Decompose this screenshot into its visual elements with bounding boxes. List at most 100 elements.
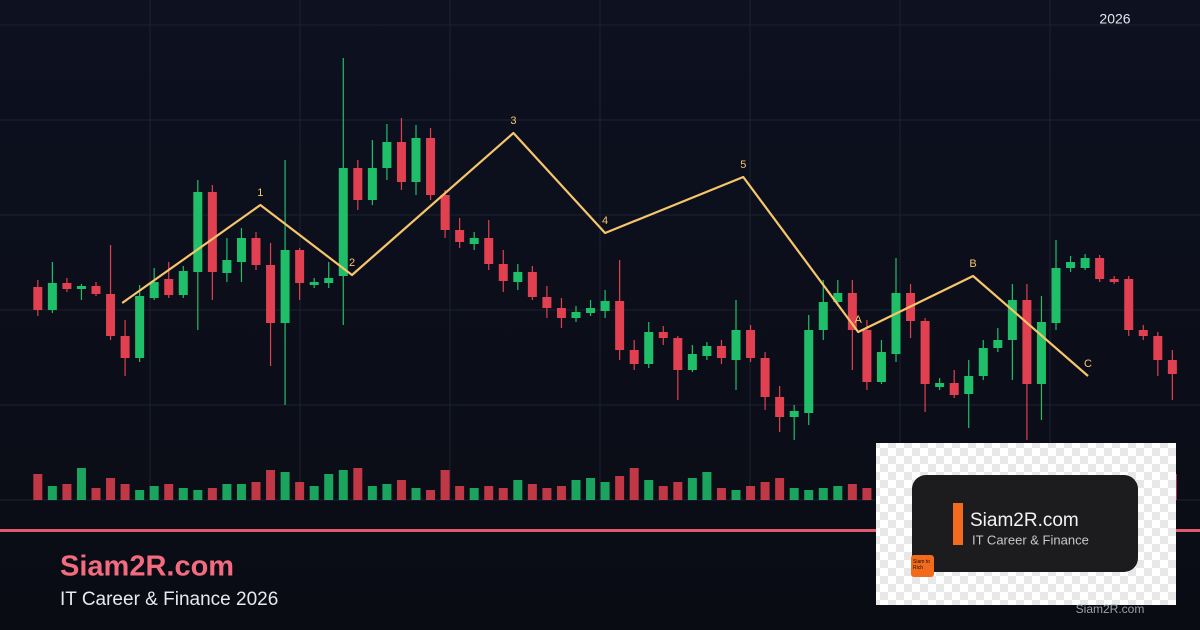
volume-bar xyxy=(469,488,479,500)
wave-label: B xyxy=(969,258,976,270)
candle-body xyxy=(1124,279,1134,330)
candle-body xyxy=(542,297,552,308)
wave-label: 5 xyxy=(740,159,746,171)
volume-bar xyxy=(193,490,203,500)
candle-body xyxy=(876,352,886,382)
candle-body xyxy=(251,238,261,265)
volume-bar xyxy=(266,470,276,500)
candle-body xyxy=(1095,258,1105,279)
candle-body xyxy=(789,411,799,417)
candle-body xyxy=(1080,258,1090,268)
candle-body xyxy=(964,376,974,394)
candle-body xyxy=(1138,330,1148,336)
candle-body xyxy=(556,308,566,318)
volume-bar xyxy=(498,488,508,500)
volume-bar xyxy=(716,488,726,500)
volume-bar xyxy=(76,468,86,500)
candle-body xyxy=(280,250,290,323)
candle-body xyxy=(833,293,843,302)
candle-body xyxy=(164,279,174,295)
candle-body xyxy=(818,302,828,330)
candle-body xyxy=(847,293,857,330)
volume-bar xyxy=(862,488,872,500)
logo-accent xyxy=(953,503,963,545)
candle-body xyxy=(324,278,334,283)
wave-label: 3 xyxy=(510,115,516,127)
corner-label: 2026 xyxy=(1099,11,1130,27)
candle-body xyxy=(702,346,712,356)
volume-bar xyxy=(542,488,552,500)
candle-body xyxy=(513,272,523,282)
volume-bar xyxy=(33,474,43,500)
candle-body xyxy=(1051,268,1061,323)
volume-bar xyxy=(120,484,130,500)
volume-bar xyxy=(673,482,683,500)
candle-body xyxy=(644,332,654,364)
candle-body xyxy=(469,238,479,244)
volume-bar xyxy=(760,482,770,500)
divider xyxy=(0,529,1200,532)
volume-bar xyxy=(527,484,537,500)
volume-bar xyxy=(178,488,188,500)
volume-bar xyxy=(847,484,857,500)
candle-body xyxy=(498,264,508,281)
watermark: Siam2R.com xyxy=(1076,602,1145,616)
candle-body xyxy=(1109,279,1119,282)
volume-bar xyxy=(324,474,334,500)
candle-body xyxy=(978,348,988,376)
candle-body xyxy=(746,330,756,358)
volume-bar xyxy=(731,490,741,500)
wave-line xyxy=(121,131,1089,377)
candle-body xyxy=(658,332,668,338)
wave-label: 4 xyxy=(602,215,608,227)
candle-body xyxy=(193,192,203,272)
volume-bar xyxy=(280,472,290,500)
volume-bar xyxy=(818,488,828,500)
volume-bar xyxy=(309,486,319,500)
wave-label: 2 xyxy=(349,257,355,269)
volume-bar xyxy=(775,478,785,500)
volume-bar xyxy=(600,482,610,500)
volume-bar xyxy=(455,486,465,500)
volume-bar xyxy=(789,488,799,500)
volume-bar xyxy=(396,480,406,500)
candle-body xyxy=(47,283,57,310)
logo-title: Siam2R.com xyxy=(970,510,1079,531)
candle-body xyxy=(1153,336,1163,360)
candle-body xyxy=(33,287,43,310)
candle-body xyxy=(804,330,814,413)
candle-body xyxy=(135,296,145,358)
volume-bar xyxy=(164,484,174,500)
candle-body xyxy=(891,293,901,354)
candle-body xyxy=(716,346,726,358)
brand-subtitle: IT Career & Finance 2026 xyxy=(60,589,278,610)
logo-subtitle: IT Career & Finance xyxy=(972,532,1089,547)
candle-body xyxy=(935,383,945,387)
candle-body xyxy=(367,168,377,200)
candle-body xyxy=(426,138,436,195)
volume-bar xyxy=(207,488,217,500)
wave-label: C xyxy=(1084,358,1092,370)
volume-bar xyxy=(382,484,392,500)
volume-bar xyxy=(222,484,232,500)
candle-body xyxy=(120,336,130,358)
candle-body xyxy=(673,338,683,370)
candle-body xyxy=(920,321,930,384)
volume-bar xyxy=(426,490,436,500)
candle-body xyxy=(949,383,959,395)
candle-body xyxy=(178,271,188,295)
volume-bar xyxy=(251,482,261,500)
volume-bar xyxy=(644,480,654,500)
candle-body xyxy=(106,294,116,336)
candle-body xyxy=(1036,322,1046,384)
candle-body xyxy=(455,230,465,242)
candle-body xyxy=(1007,300,1017,340)
candle-body xyxy=(1167,360,1177,374)
candle-body xyxy=(775,397,785,417)
volume-bar xyxy=(338,470,348,500)
volume-bar xyxy=(91,488,101,500)
wave-label: A xyxy=(855,314,863,326)
volume-bar xyxy=(833,486,843,500)
candle-body xyxy=(600,301,610,311)
